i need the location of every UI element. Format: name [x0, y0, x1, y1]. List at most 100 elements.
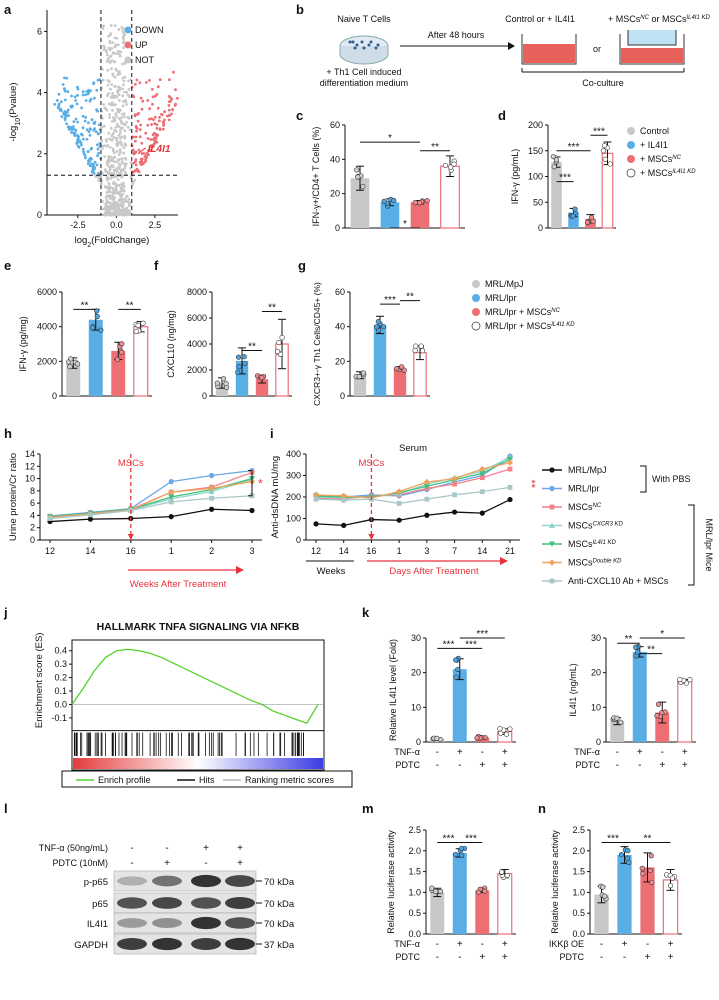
volcano-point	[135, 78, 139, 82]
volcano-point	[60, 115, 64, 118]
volcano-point	[114, 190, 118, 193]
i-series-line	[315, 498, 511, 527]
volcano-point	[111, 131, 115, 135]
i-x-tick-label: 7	[452, 546, 457, 556]
volcano-point	[121, 126, 124, 130]
volcano-point	[115, 52, 119, 56]
k2-row-sign: -	[616, 760, 619, 771]
g-dot	[413, 343, 419, 349]
volcano-point	[128, 204, 132, 208]
g-dot	[418, 343, 424, 349]
j-y-tick-label: 0.3	[54, 659, 67, 669]
panel-letter-h: h	[4, 426, 12, 441]
volcano-point	[125, 90, 129, 94]
hi-mice-label: MRL/lpr Mice	[704, 518, 714, 571]
m-bar	[475, 890, 490, 934]
volcano-point	[122, 185, 126, 189]
h-series-line	[49, 495, 253, 520]
volcano-point	[147, 149, 151, 153]
volcano-point	[106, 57, 110, 61]
j-y-tick-label: 0.1	[54, 686, 67, 696]
k2-dot	[654, 713, 660, 719]
d-dot	[601, 143, 608, 149]
volcano-point	[113, 207, 117, 211]
volcano-point	[80, 106, 83, 110]
k2-y-label: IL4I1 (ng/mL)	[568, 663, 578, 717]
i-point	[452, 492, 457, 498]
hi-legend-label: MSCsNC	[568, 502, 602, 512]
e-dot	[68, 356, 74, 362]
volcano-point	[110, 207, 114, 211]
a-x-label: log2(FoldChange)	[75, 235, 150, 249]
a-annotation: IL4I1	[148, 144, 171, 155]
a-legend-label: NOT	[135, 55, 155, 65]
volcano-point	[155, 126, 159, 130]
volcano-point	[118, 86, 122, 90]
volcano-point	[99, 176, 103, 180]
n-row-sign: -	[600, 939, 603, 950]
volcano-point	[120, 160, 124, 164]
m-dot	[475, 889, 482, 895]
g-legend-label: MRL/MpJ	[485, 279, 524, 289]
volcano-point	[85, 128, 89, 132]
volcano-point	[115, 209, 119, 213]
k1-row-sign: +	[479, 760, 485, 771]
g-legend-label: MRL/lpr + MSCsIL4I1 KD	[485, 321, 575, 331]
volcano-point	[111, 109, 114, 112]
e-bar	[133, 326, 149, 397]
l-tnf-label: TNF-α (50ng/mL)	[39, 843, 108, 853]
f-dot	[276, 339, 282, 346]
panel-letter-l: l	[4, 801, 8, 816]
volcano-point	[102, 24, 105, 28]
g-bar	[373, 324, 387, 396]
volcano-point	[113, 155, 117, 159]
c-bar	[410, 202, 430, 228]
f-dot	[223, 380, 229, 387]
volcano-point	[78, 139, 82, 143]
volcano-point	[95, 163, 99, 167]
petri-dish-side	[339, 46, 389, 65]
volcano-point	[67, 114, 70, 117]
volcano-point	[172, 70, 175, 74]
e-dot	[98, 327, 104, 333]
volcano-point	[92, 82, 95, 86]
m-y-tick-label: 1.5	[408, 867, 421, 877]
g-dot	[374, 324, 380, 330]
volcano-point	[64, 115, 68, 118]
volcano-point	[102, 48, 106, 52]
volcano-point	[81, 93, 85, 97]
panel-letter-e: e	[4, 258, 11, 273]
volcano-point	[129, 161, 133, 165]
c-dot	[412, 200, 418, 206]
hi-legend-label: MRL/lpr	[568, 484, 600, 494]
l-pdtc-sign: -	[130, 858, 133, 869]
volcano-point	[120, 143, 124, 147]
volcano-point	[111, 41, 115, 44]
volcano-point	[141, 99, 145, 103]
volcano-point	[138, 135, 142, 139]
volcano-point	[109, 186, 112, 190]
volcano-point	[85, 90, 89, 93]
f-dot	[259, 375, 265, 381]
c-dot	[391, 197, 397, 204]
n-row-sign: +	[668, 939, 674, 950]
volcano-point	[55, 99, 59, 102]
volcano-point	[118, 132, 122, 135]
volcano-point	[113, 45, 117, 49]
volcano-point	[154, 136, 158, 140]
volcano-point	[106, 94, 109, 97]
volcano-point	[109, 54, 113, 58]
e-bar	[111, 350, 126, 396]
hi-legend-label: MSCsIL4I1 KD	[568, 539, 617, 549]
l-band-label: p65	[92, 899, 108, 910]
k1-dot	[497, 726, 503, 732]
k2-sig-label: **	[647, 645, 655, 656]
volcano-point	[161, 127, 165, 131]
volcano-point	[120, 186, 124, 190]
k1-dot	[453, 674, 459, 680]
volcano-point	[166, 114, 169, 118]
m-row-sign: +	[502, 952, 508, 963]
n-y-label: Relative luciferase activity	[550, 830, 560, 934]
d-dot	[607, 161, 613, 167]
volcano-point	[81, 90, 85, 94]
